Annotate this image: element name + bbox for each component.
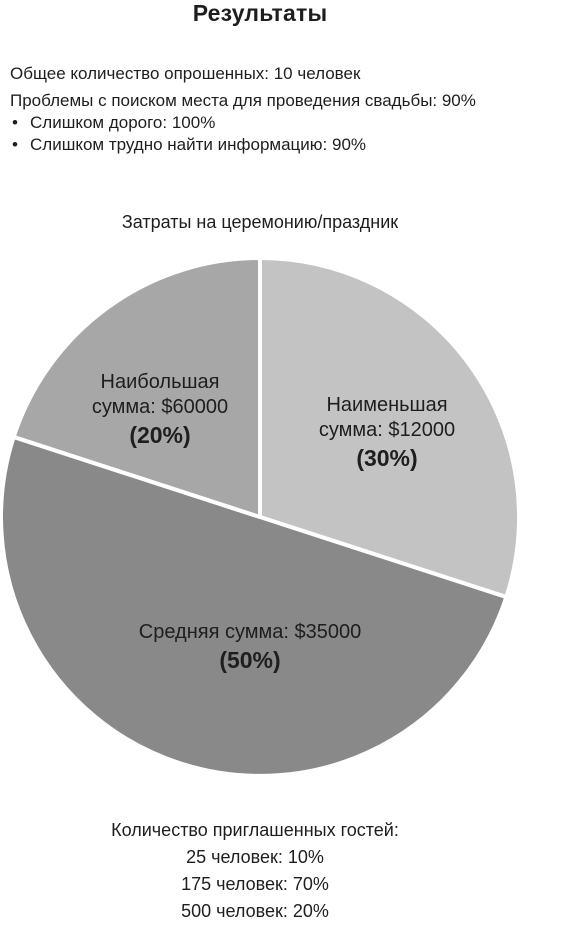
pie-slice <box>0 434 509 778</box>
guests-line: 500 человек: 20% <box>181 901 329 921</box>
page-title: Результаты <box>192 0 328 26</box>
survey-summary: Общее количество опрошенных: 10 человек … <box>10 63 476 156</box>
slice-label: Наименьшая сумма: $12000 (30%) <box>319 394 455 471</box>
pie-slice <box>258 258 521 600</box>
pie-slice <box>11 258 262 519</box>
respondents-count: Общее количество опрошенных: 10 человек <box>10 64 361 83</box>
slice-percent-label: (30%) <box>356 445 417 471</box>
guests-summary: Количество приглашенных гостей: 25 челов… <box>0 817 510 925</box>
pie-chart: Наименьшая сумма: $12000 (30%) Средняя сумм… <box>0 258 521 778</box>
venue-problems-stat: Проблемы с поиском места для проведения … <box>10 91 476 110</box>
slice-label: Средняя сумма: $35000 (50%) <box>139 621 361 673</box>
slice-label: Наибольшая сумма: $60000 (20%) <box>92 371 228 448</box>
chart-title: Затраты на церемонию/праздник <box>121 212 399 232</box>
slice-percent-label: (20%) <box>129 422 190 448</box>
guests-heading: Количество приглашенных гостей: <box>111 820 399 840</box>
reasons-list: Слишком дорого: 100% Слишком трудно найт… <box>10 112 476 156</box>
reason-item: Слишком дорого: 100% <box>10 112 476 134</box>
reason-item: Слишком трудно найти информацию: 90% <box>10 134 476 156</box>
slice-percent-label: (50%) <box>219 647 280 673</box>
guests-line: 175 человек: 70% <box>181 874 329 894</box>
guests-line: 25 человек: 10% <box>186 847 324 867</box>
